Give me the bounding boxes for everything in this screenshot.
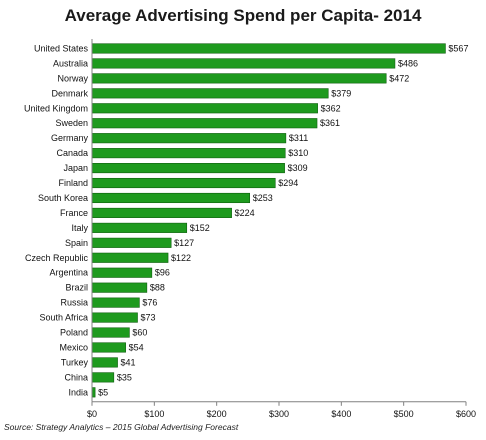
bar-china	[91, 372, 115, 383]
value-label-italy: $152	[190, 223, 210, 233]
value-label-south-africa: $73	[141, 313, 156, 323]
x-tick-label: $500	[394, 409, 414, 419]
x-tick-label: $200	[207, 409, 227, 419]
category-label-sweden: Sweden	[55, 118, 88, 128]
bar-turkey	[91, 357, 118, 368]
category-label-turkey: Turkey	[61, 357, 89, 367]
category-label-united-states: United States	[34, 43, 89, 53]
bar-mexico	[91, 342, 126, 353]
value-label-australia: $486	[398, 58, 418, 68]
category-label-mexico: Mexico	[59, 342, 88, 352]
bar-canada	[91, 148, 286, 159]
value-label-south-korea: $253	[253, 193, 273, 203]
value-label-sweden: $361	[320, 118, 340, 128]
category-label-denmark: Denmark	[51, 88, 88, 98]
value-label-spain: $127	[174, 238, 194, 248]
bar-united-states	[91, 43, 446, 54]
category-label-argentina: Argentina	[49, 268, 88, 278]
bar-spain	[91, 237, 172, 248]
source-note: Source: Strategy Analytics – 2015 Global…	[4, 422, 239, 432]
category-label-united-kingdom: United Kingdom	[24, 103, 88, 113]
bar-sweden	[91, 118, 318, 129]
bar-italy	[91, 222, 188, 233]
category-label-australia: Australia	[53, 58, 88, 68]
bar-norway	[91, 73, 387, 84]
value-label-brazil: $88	[150, 283, 165, 293]
bar-denmark	[91, 88, 329, 99]
x-tick-label: $0	[87, 409, 97, 419]
bar-czech-republic	[91, 252, 169, 263]
x-tick-label: $400	[331, 409, 351, 419]
value-label-china: $35	[117, 372, 132, 382]
value-label-japan: $309	[288, 163, 308, 173]
category-label-germany: Germany	[51, 133, 89, 143]
x-tick-label: $600	[456, 409, 476, 419]
bar-australia	[91, 58, 396, 69]
value-label-france: $224	[235, 208, 255, 218]
category-label-france: France	[60, 208, 88, 218]
category-label-south-africa: South Africa	[39, 313, 88, 323]
value-label-russia: $76	[142, 298, 157, 308]
value-label-india: $5	[98, 387, 108, 397]
category-label-poland: Poland	[60, 328, 88, 338]
category-label-russia: Russia	[60, 298, 88, 308]
category-label-czech-republic: Czech Republic	[25, 253, 89, 263]
value-label-turkey: $41	[121, 357, 136, 367]
bar-united-kingdom	[91, 103, 318, 114]
bar-japan	[91, 163, 285, 174]
category-label-china: China	[64, 372, 88, 382]
bar-poland	[91, 327, 130, 338]
value-label-denmark: $379	[331, 88, 351, 98]
bar-russia	[91, 297, 140, 308]
bar-germany	[91, 133, 287, 144]
value-label-mexico: $54	[129, 342, 144, 352]
x-tick-label: $100	[144, 409, 164, 419]
value-label-poland: $60	[132, 328, 147, 338]
value-label-canada: $310	[288, 148, 308, 158]
chart-title: Average Advertising Spend per Capita- 20…	[64, 6, 422, 25]
x-tick-label: $300	[269, 409, 289, 419]
value-label-czech-republic: $122	[171, 253, 191, 263]
bar-south-korea	[91, 192, 251, 204]
category-label-spain: Spain	[65, 238, 88, 248]
bar-finland	[91, 177, 276, 189]
value-label-united-kingdom: $362	[321, 103, 341, 113]
category-label-india: India	[68, 387, 88, 397]
value-label-norway: $472	[389, 73, 409, 83]
bar-france	[91, 207, 232, 218]
category-label-japan: Japan	[63, 163, 88, 173]
value-label-argentina: $96	[155, 268, 170, 278]
category-label-finland: Finland	[58, 178, 88, 188]
category-label-south-korea: South Korea	[38, 193, 88, 203]
bar-south-africa	[91, 312, 138, 323]
bar-argentina	[91, 267, 153, 278]
category-label-italy: Italy	[71, 223, 88, 233]
value-label-finland: $294	[278, 178, 298, 188]
bar-brazil	[91, 282, 148, 293]
value-label-germany: $311	[289, 133, 308, 143]
category-label-canada: Canada	[56, 148, 88, 158]
category-label-norway: Norway	[57, 73, 88, 83]
value-label-united-states: $567	[448, 43, 468, 53]
category-label-brazil: Brazil	[65, 283, 88, 293]
